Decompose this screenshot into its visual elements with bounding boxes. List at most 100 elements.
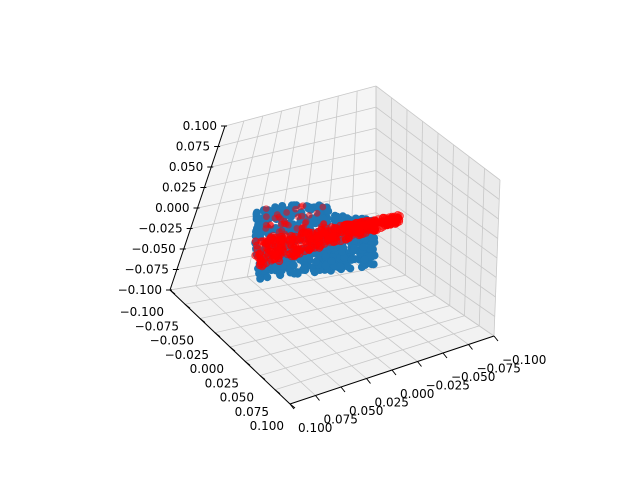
data-point-blue xyxy=(330,214,339,223)
grid-line xyxy=(259,315,465,376)
data-point-red xyxy=(371,226,379,235)
grid-line xyxy=(375,191,497,278)
data-point-blue xyxy=(365,244,374,253)
data-point-blue xyxy=(350,244,359,253)
data-point-blue xyxy=(272,263,281,272)
y-tick-label: 0.075 xyxy=(324,413,358,427)
z-tick-label: −0.100 xyxy=(118,283,162,297)
data-point-red xyxy=(263,236,270,244)
data-point-red xyxy=(283,209,290,216)
data-point-red xyxy=(275,228,283,236)
z-tick-label: 0.025 xyxy=(162,181,196,195)
data-point-red xyxy=(306,234,313,241)
y-tick-mark xyxy=(366,378,371,384)
data-point-red xyxy=(298,212,306,220)
data-point-blue xyxy=(254,221,263,229)
data-point-blue xyxy=(340,253,349,262)
z-axis-ticks: 0.100 0.075 0.050 0.025 0.000 −0.025 −0.050 −0.… xyxy=(118,119,227,297)
data-point-red xyxy=(251,237,260,246)
data-point-red xyxy=(293,225,301,232)
data-point-blue xyxy=(252,208,261,217)
y-tick-label: 0.100 xyxy=(298,421,332,435)
y-tick-label: 0.050 xyxy=(349,404,383,418)
data-point-red xyxy=(292,205,299,213)
x-tick-label: −0.050 xyxy=(150,334,194,348)
data-point-red xyxy=(339,223,348,232)
data-point-red xyxy=(288,245,297,254)
data-point-red xyxy=(301,239,309,247)
data-point-blue xyxy=(306,205,315,214)
data-point-red xyxy=(262,221,270,229)
x-tick-mark xyxy=(259,375,266,380)
y-tick-label: 0.000 xyxy=(400,387,434,401)
data-point-red xyxy=(319,203,327,211)
data-point-blue xyxy=(278,202,287,210)
y-tick-mark xyxy=(340,386,346,393)
x-tick-mark xyxy=(169,289,176,295)
data-point-blue xyxy=(256,229,265,237)
data-point-blue xyxy=(321,252,330,261)
y-tick-mark xyxy=(442,352,448,359)
data-point-red xyxy=(284,236,292,244)
data-point-red xyxy=(299,202,307,210)
data-point-red xyxy=(369,219,378,228)
data-point-blue xyxy=(336,262,345,271)
x-tick-label: 0.000 xyxy=(190,362,224,376)
data-point-red xyxy=(279,247,288,256)
data-point-red xyxy=(313,209,321,217)
data-point-blue xyxy=(309,217,318,225)
data-point-red xyxy=(270,255,279,264)
data-point-blue xyxy=(366,252,375,261)
y-tick-label: −0.025 xyxy=(426,379,470,393)
y-tick-mark xyxy=(417,361,422,367)
data-point-red xyxy=(315,234,323,242)
x-tick-label: 0.100 xyxy=(250,419,284,433)
data-point-blue xyxy=(337,247,346,256)
y-tick-mark xyxy=(493,335,499,342)
y-tick-mark xyxy=(289,403,295,410)
data-point-red xyxy=(297,230,304,238)
y-tick-label: −0.075 xyxy=(477,362,521,376)
z-tick-label: 0.050 xyxy=(169,160,203,174)
data-point-blue xyxy=(360,255,369,264)
data-point-red xyxy=(282,220,290,228)
x-tick-label: 0.050 xyxy=(220,391,254,405)
z-tick-label: 0.000 xyxy=(155,201,189,215)
data-point-blue xyxy=(324,207,333,216)
data-point-blue xyxy=(276,269,285,278)
x-tick-label: −0.025 xyxy=(165,348,209,362)
data-point-blue xyxy=(347,255,356,264)
grid-line xyxy=(244,305,450,362)
data-point-blue xyxy=(289,261,298,270)
grid-line xyxy=(350,259,469,345)
data-point-blue xyxy=(367,260,376,269)
grid-line xyxy=(478,168,485,326)
x-tick-mark xyxy=(214,332,221,338)
grid-line xyxy=(375,254,495,337)
grid-line xyxy=(449,144,454,306)
z-tick-label: 0.075 xyxy=(176,140,210,154)
data-point-red xyxy=(349,230,357,239)
data-point-red xyxy=(255,249,264,258)
series-red-points xyxy=(251,202,404,271)
data-point-red xyxy=(320,229,327,237)
data-point-red xyxy=(298,224,306,231)
data-point-blue xyxy=(263,273,272,282)
grid-line xyxy=(274,325,480,391)
x-axis-ticks: −0.100−0.075−0.050−0.0250.0000.0250.0500… xyxy=(120,289,296,433)
grid-line xyxy=(493,179,501,337)
z-tick-label: −0.050 xyxy=(131,242,175,256)
grid-line xyxy=(375,233,495,317)
x-tick-mark xyxy=(244,360,251,366)
x-tick-label: 0.075 xyxy=(235,405,269,419)
data-point-red xyxy=(305,212,313,219)
x-tick-mark xyxy=(229,346,236,352)
grid-line xyxy=(298,267,418,362)
x-tick-label: −0.100 xyxy=(120,305,164,319)
x-tick-mark xyxy=(199,318,206,323)
grid-line xyxy=(434,132,439,296)
data-point-red xyxy=(320,220,327,228)
data-point-blue xyxy=(311,257,320,266)
y-tick-mark xyxy=(315,395,320,401)
